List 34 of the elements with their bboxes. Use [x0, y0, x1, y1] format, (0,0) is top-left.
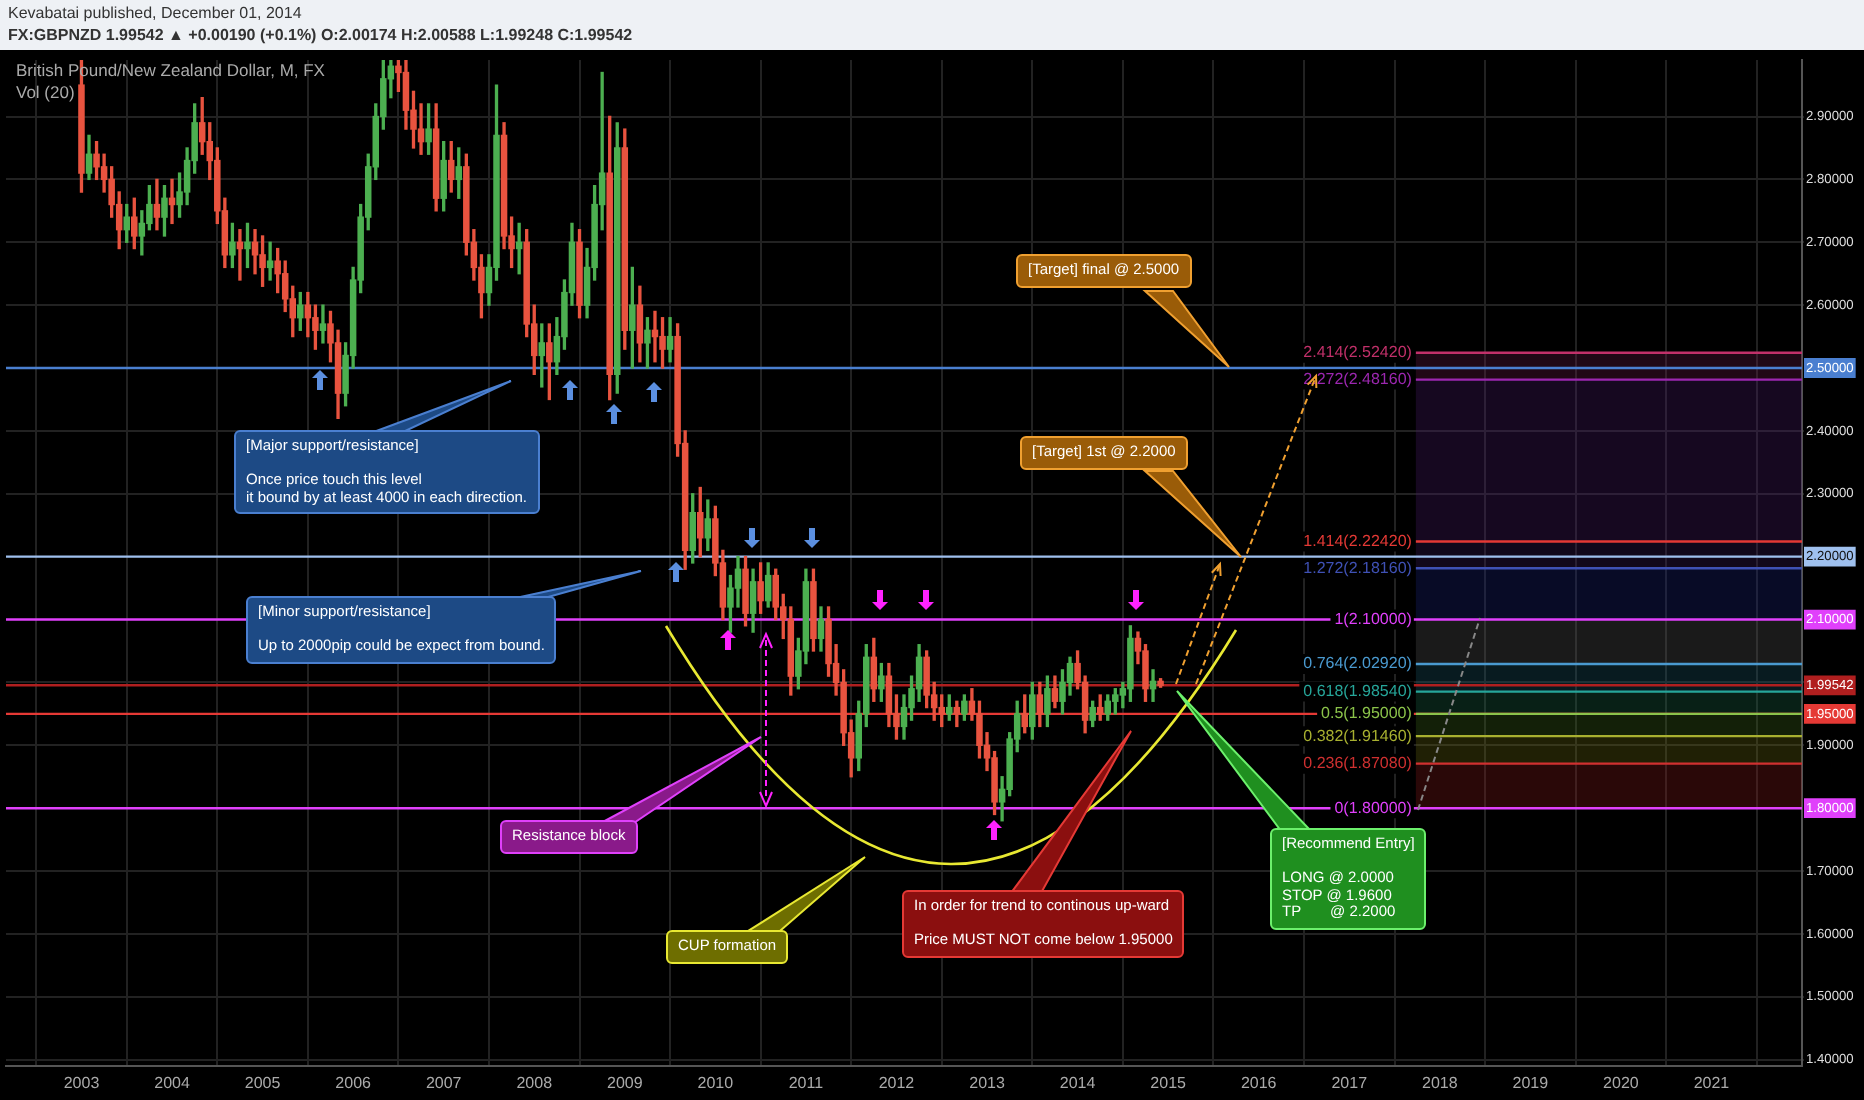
- x-tick-label: 2004: [154, 1074, 191, 1093]
- chart-subtitle: FX:GBPNZD 1.99542 ▲ +0.00190 (+0.1%) O:2.00174 H:2.00588 L:1.99248 C:1.99542: [8, 26, 633, 44]
- ref-line-label: 0.382(1.91460): [1303, 726, 1413, 745]
- x-tick-label: 2021: [1693, 1074, 1731, 1093]
- ref-line-label: 0.236(1.87080): [1303, 754, 1413, 773]
- ref-line-label: 0.764(2.02920): [1303, 654, 1413, 673]
- annotation: Vol (20): [16, 82, 75, 102]
- ref-line-label: 0.5(1.95000): [1321, 704, 1413, 723]
- x-tick-label: 2014: [1059, 1074, 1097, 1093]
- ref-line-label: 1(2.10000): [1334, 609, 1413, 628]
- ref-line-label: 0.618(1.98540): [1303, 682, 1413, 701]
- ref-line-label: 2.414(2.52420): [1303, 343, 1413, 362]
- x-tick-label: 2010: [697, 1074, 735, 1093]
- x-tick-label: 2011: [788, 1074, 825, 1093]
- x-tick-label: 2006: [335, 1074, 373, 1093]
- ref-line-label: 1.414(2.22420): [1303, 531, 1413, 550]
- x-tick-label: 2018: [1421, 1074, 1459, 1093]
- x-tick-label: 2019: [1512, 1074, 1550, 1093]
- x-tick-label: 2008: [516, 1074, 554, 1093]
- x-tick-label: 2005: [244, 1074, 282, 1093]
- candlestick: [266, 241, 274, 281]
- ref-line-label: 0(1.80000): [1334, 798, 1413, 817]
- x-tick-label: 2013: [969, 1074, 1006, 1093]
- x-tick-label: 2003: [63, 1074, 101, 1093]
- text: Kevabatai published, December 01, 2014: [8, 4, 302, 22]
- ref-line-label: 1.272(2.18160): [1303, 558, 1413, 577]
- x-tick-label: 2012: [878, 1074, 916, 1093]
- x-tick-label: 2016: [1240, 1074, 1278, 1093]
- x-tick-label: 2009: [606, 1074, 644, 1093]
- x-tick-label: 2017: [1331, 1074, 1369, 1093]
- candlestick: [319, 304, 327, 344]
- x-tick-label: 2015: [1150, 1074, 1188, 1093]
- x-tick-label: 2007: [425, 1074, 463, 1093]
- x-tick-label: 2020: [1603, 1074, 1640, 1093]
